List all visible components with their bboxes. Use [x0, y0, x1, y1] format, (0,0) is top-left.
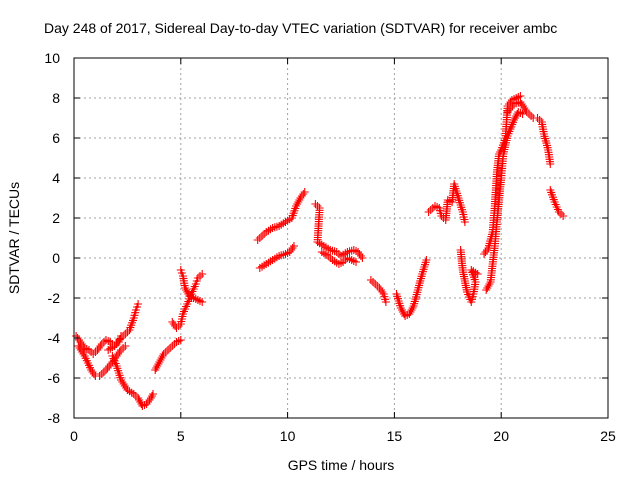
x-tick-label-0: 0: [70, 428, 78, 444]
data-segment-0-10: [317, 248, 360, 268]
x-axis-label: GPS time / hours: [288, 457, 395, 473]
y-tick-label-9: 10: [44, 50, 60, 66]
x-tick-label-5: 25: [600, 428, 616, 444]
data-segment-0-12: [392, 256, 431, 320]
y-tick-labels: -8 -6 -4 -2 0 2 4 6 8 10: [44, 50, 60, 426]
y-tick-label-6: 4: [52, 170, 60, 186]
y-tick-label-1: -6: [48, 370, 61, 386]
y-tick-label-0: -8: [48, 410, 61, 426]
data-segment-0-8: [253, 188, 309, 244]
y-axis-label: SDTVAR / TECUs: [6, 182, 22, 294]
data-segment-0-16: [480, 92, 525, 258]
data-segment-0-4: [151, 336, 185, 374]
x-tick-label-1: 5: [177, 428, 185, 444]
data-segment-0-17: [503, 98, 555, 168]
axis-ticks: [73, 57, 609, 419]
data-points: [72, 92, 568, 410]
data-segment-0-18: [546, 186, 568, 220]
y-tick-label-7: 6: [52, 130, 60, 146]
y-tick-label-8: 8: [52, 90, 60, 106]
y-tick-label-2: -4: [48, 330, 61, 346]
plot-border: [73, 57, 609, 419]
data-segment-0-11: [366, 276, 390, 306]
y-tick-label-3: -2: [48, 290, 61, 306]
x-tick-label-3: 15: [387, 428, 403, 444]
data-segment-0-14: [456, 246, 482, 306]
data-segment-0-6: [176, 266, 207, 306]
x-tick-label-2: 10: [280, 428, 296, 444]
y-tick-label-4: 0: [52, 250, 60, 266]
data-segment-0-7: [255, 242, 298, 272]
x-tick-labels: 0 5 10 15 20 25: [70, 428, 616, 444]
data-segment-0-13: [424, 180, 469, 226]
chart-title: Day 248 of 2017, Sidereal Day-to-day VTE…: [44, 20, 557, 36]
y-tick-label-5: 2: [52, 210, 60, 226]
data-segment-0-2: [108, 352, 157, 410]
x-tick-label-4: 20: [493, 428, 509, 444]
data-segment-0-3: [104, 300, 143, 354]
data-segment-0-9: [311, 200, 367, 262]
